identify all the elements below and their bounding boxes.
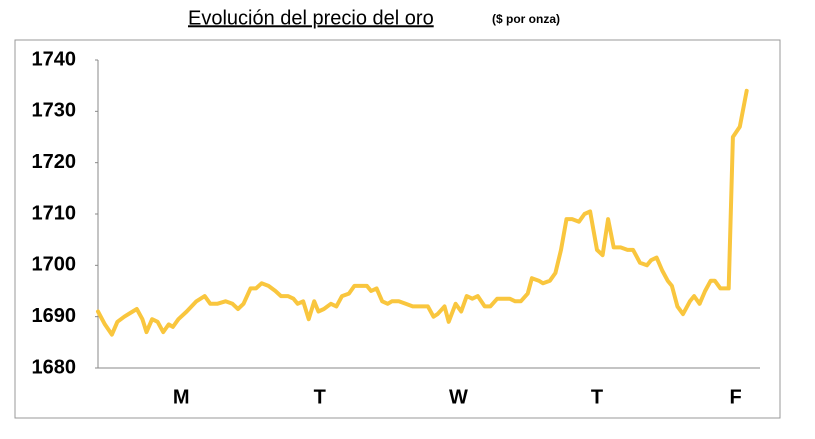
- x-tick-label: T: [591, 386, 603, 408]
- x-tick-label: F: [730, 386, 742, 408]
- y-tick-label: 1740: [32, 48, 77, 70]
- price-line: [96, 88, 749, 337]
- y-tick-label: 1690: [32, 305, 77, 327]
- y-tick-label: 1680: [32, 356, 77, 378]
- chart-title: Evolución del precio del oro: [188, 7, 434, 29]
- chart-subtitle: ($ por onza): [492, 12, 560, 26]
- x-tick-label: W: [449, 386, 468, 408]
- chart-frame: [14, 39, 781, 419]
- x-tick-label: M: [173, 386, 190, 408]
- y-tick-label: 1720: [32, 151, 77, 173]
- x-tick-label: T: [314, 386, 326, 408]
- y-tick-label: 1700: [32, 254, 77, 276]
- y-tick-label: 1730: [32, 100, 77, 122]
- y-tick-label: 1710: [32, 202, 77, 224]
